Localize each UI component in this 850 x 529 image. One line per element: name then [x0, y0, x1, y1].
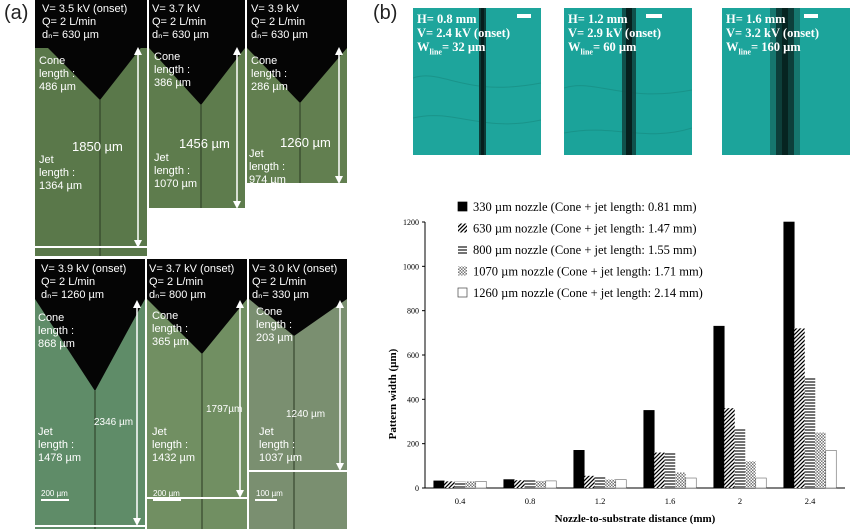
chart-y-tick-label: 600 [407, 351, 419, 360]
chart-y-tick-label: 0 [415, 484, 419, 493]
chart-bar [643, 410, 655, 489]
chart-bar [545, 480, 557, 489]
bottom-1-params: V= 3.9 kV (onset) Q= 2 L/min dₙ= 1260 µm [41, 263, 127, 301]
line-image-2 [564, 8, 692, 155]
top-3-params: V= 3.9 kV Q= 2 L/min dₙ= 630 µm [251, 3, 308, 41]
panel-b-label: (b) [373, 2, 398, 24]
legend-entry: 330 µm nozzle (Cone + jet length: 0.81 m… [473, 200, 697, 214]
top-2-params: V= 3.7 kV Q= 2 L/min dₙ= 630 µm [152, 3, 209, 41]
chart-bar [465, 481, 476, 488]
chart-bar [535, 480, 546, 488]
legend-swatch [457, 201, 468, 212]
bottom-3-cone-label: Cone length : 203 µm [256, 306, 293, 344]
chart-bar [475, 481, 487, 489]
bottom-row-photo-strip [35, 259, 347, 529]
chart-y-tick-label: 800 [407, 307, 419, 316]
chart-x-tick-label: 1.6 [665, 496, 676, 506]
bottom-2-total-length: 1797µm [206, 404, 243, 415]
chart-x-tick-label: 2 [738, 496, 742, 506]
legend-entry: 800 µm nozzle (Cone + jet length: 1.55 m… [473, 243, 697, 257]
chart-bar [745, 461, 756, 488]
line-image-3-text: H= 1.6 mm V= 3.2 kV (onset) Wline= 160 µ… [726, 12, 820, 57]
chart-bar [815, 432, 826, 488]
chart-bar [783, 221, 795, 489]
chart-bar [444, 481, 455, 488]
legend-swatch [457, 287, 468, 298]
panel-a-label: (a) [4, 2, 29, 24]
bottom-3-params: V= 3.0 kV (onset) Q= 2 L/min dₙ= 330 µm [252, 263, 338, 301]
bottom-2-jet-label: Jet length : 1432 µm [152, 426, 196, 464]
chart-y-tick-label: 1200 [403, 218, 419, 227]
chart-bar [713, 325, 725, 489]
chart-x-tick-label: 0.4 [455, 496, 466, 506]
chart-bar [654, 452, 665, 488]
chart-bar [724, 408, 735, 488]
legend-swatch [458, 223, 467, 233]
chart-bar [584, 475, 595, 488]
top-2-total-length: 1456 µm [179, 136, 230, 151]
chart-x-tick-label: 2.4 [805, 496, 816, 506]
chart-bar [454, 481, 466, 488]
line-image-2-text: H= 1.2 mm V= 2.9 kV (onset) Wline= 60 µm [568, 12, 662, 57]
top-1-jet-label: Jet length : 1364 µm [39, 154, 83, 192]
top-2-jet-label: Jet length : 1070 µm [154, 152, 198, 190]
pattern-width-bar-chart: 0 200 400 600 800 1000 1200 0.4 0.8 1.2 1.6 2 2.4 33… [387, 200, 845, 525]
top-1-total-length: 1850 µm [72, 139, 123, 154]
top-2-cone-label: Cone length : 386 µm [154, 51, 191, 89]
chart-y-axis-label: Pattern width (µm) [387, 348, 399, 439]
chart-bar [825, 450, 837, 489]
chart-bar [685, 477, 697, 489]
chart-bar [755, 477, 767, 489]
chart-bar [615, 479, 627, 489]
line-image-3 [722, 8, 850, 155]
chart-bar [503, 479, 515, 489]
line-image-1-text: H= 0.8 mm V= 2.4 kV (onset) Wline= 32 µm [417, 12, 511, 57]
chart-y-tick-label: 200 [407, 440, 419, 449]
bottom-3-total-length: 1240 µm [286, 409, 326, 420]
chart-bar [804, 377, 816, 488]
top-1-cone-label: Cone length : 486 µm [39, 55, 76, 93]
line-image-1 [413, 8, 541, 155]
top-1-params: V= 3.5 kV (onset) Q= 2 L/min dₙ= 630 µm [42, 3, 128, 41]
chart-bar [664, 452, 676, 488]
chart-x-tick-label: 1.2 [595, 496, 606, 506]
chart-bar [605, 479, 616, 488]
bottom-2-cone-label: Cone length : 365 µm [152, 310, 189, 348]
chart-x-axis-label: Nozzle-to-substrate distance (mm) [555, 513, 716, 525]
top-3-cone-label: Cone length : 286 µm [251, 55, 288, 93]
bottom-1-total-length: 2346 µm [94, 417, 134, 428]
bottom-2-scale-label: 200 µm [153, 489, 180, 498]
bottom-1-jet-label: Jet length : 1478 µm [38, 426, 82, 464]
top-3-jet-label: Jet length : 974 µm [249, 148, 286, 186]
chart-x-tick-label: 0.8 [525, 496, 536, 506]
bottom-1-scale-label: 200 µm [41, 489, 68, 498]
legend-entry: 1260 µm nozzle (Cone + jet length: 2.14 … [473, 286, 703, 300]
chart-bar [524, 480, 536, 488]
chart-bar [734, 429, 746, 488]
chart-bar [573, 450, 585, 489]
chart-y-tick-label: 400 [407, 395, 419, 404]
top-row-photo-strip [35, 0, 347, 256]
bottom-1-cone-label: Cone length : 868 µm [38, 312, 75, 350]
chart-y-tick-label: 1000 [403, 262, 419, 271]
legend-swatch [458, 266, 467, 276]
legend-swatch [458, 245, 467, 254]
bottom-2-params: V= 3.7 kV (onset) Q= 2 L/min dₙ= 800 µm [149, 263, 235, 301]
legend-entry: 1070 µm nozzle (Cone + jet length: 1.71 … [473, 265, 703, 279]
chart-bar [433, 480, 445, 489]
chart-bar [594, 476, 606, 488]
bottom-3-scale-label: 100 µm [256, 489, 283, 498]
chart-bar [514, 480, 525, 488]
chart-bar [794, 328, 805, 488]
chart-bar [675, 472, 686, 488]
legend-entry: 630 µm nozzle (Cone + jet length: 1.47 m… [473, 222, 697, 236]
bottom-3-jet-label: Jet length : 1037 µm [259, 426, 303, 464]
top-3-total-length: 1260 µm [280, 135, 331, 150]
